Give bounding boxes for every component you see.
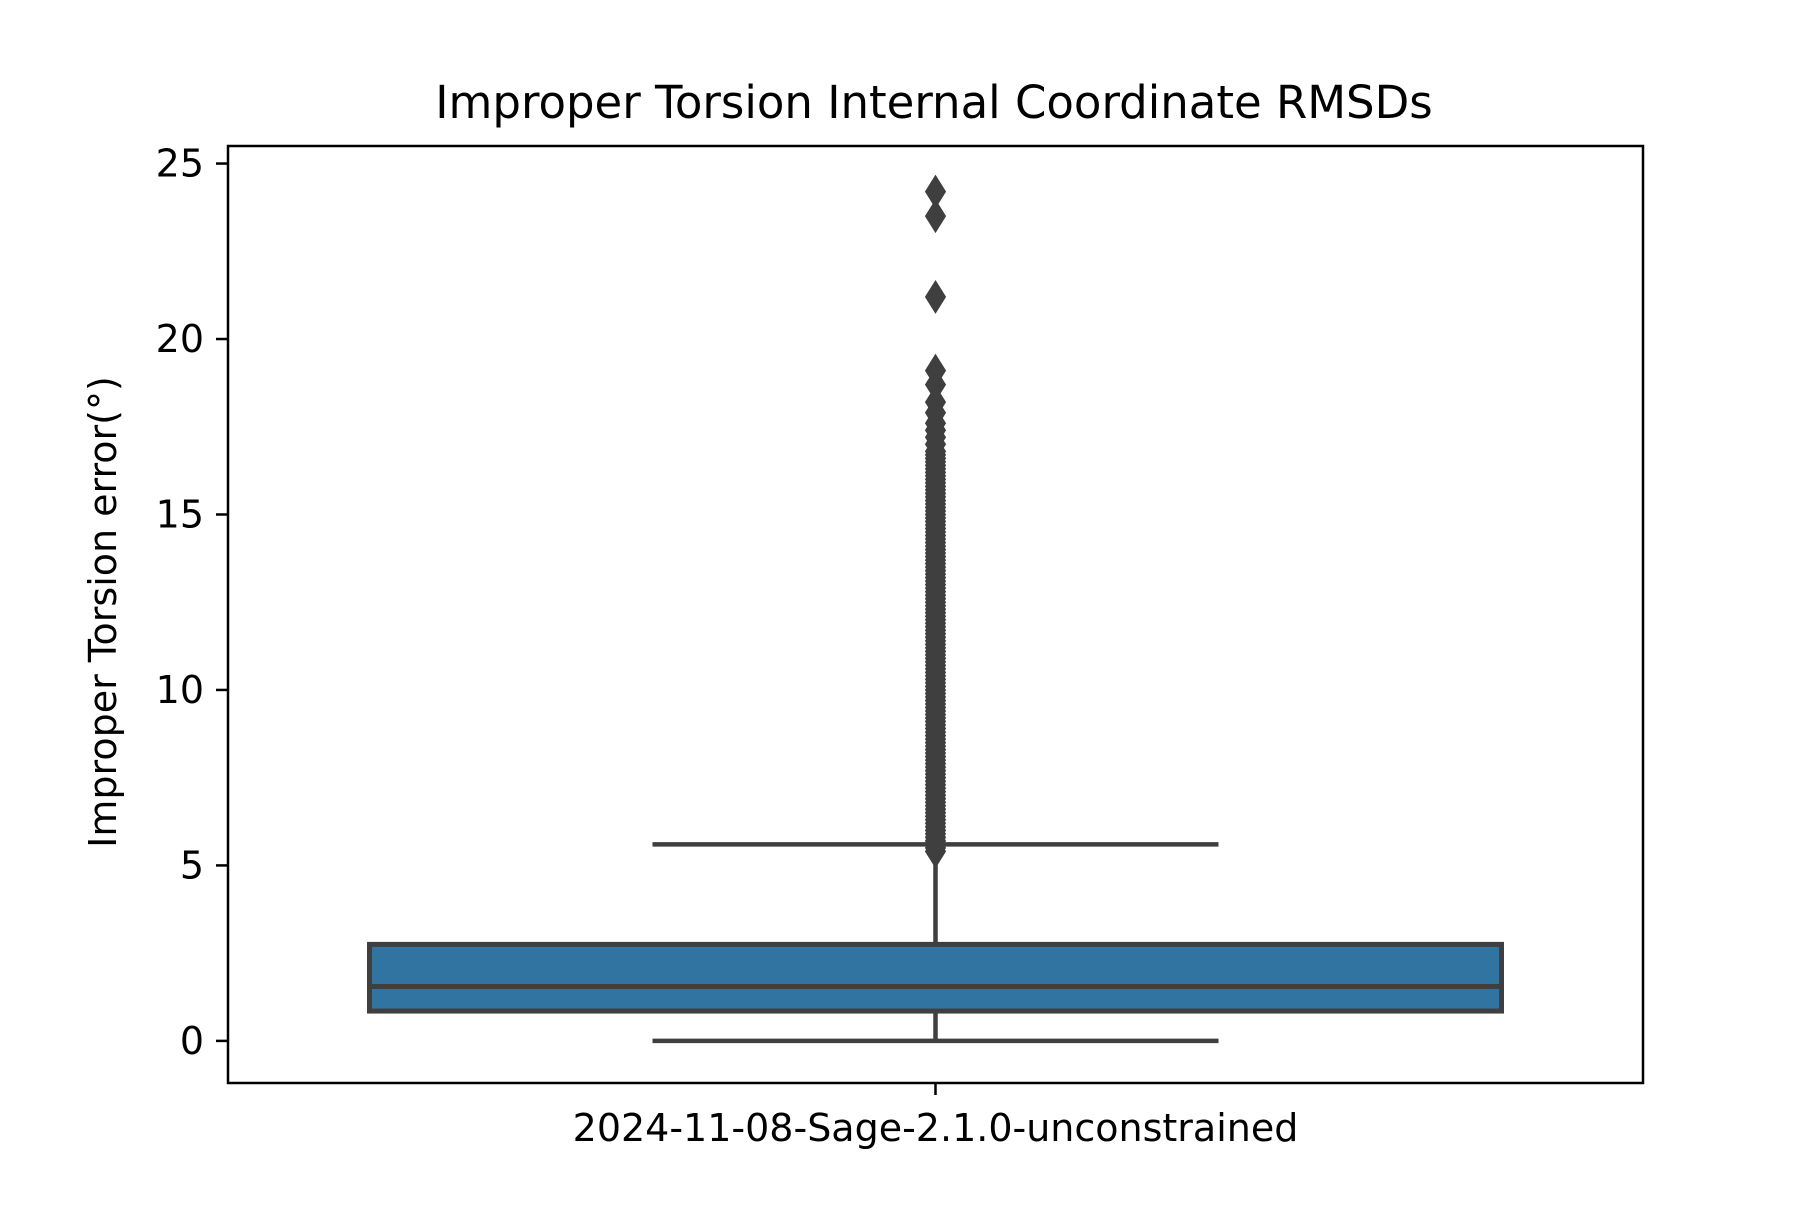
y-tick-label: 20 (156, 317, 204, 361)
x-axis-ticks: 2024-11-08-Sage-2.1.0-unconstrained (573, 1083, 1299, 1150)
box-group (367, 174, 1504, 1044)
x-tick-label: 2024-11-08-Sage-2.1.0-unconstrained (573, 1106, 1299, 1150)
y-axis-ticks: 0 5 10 15 20 25 (156, 142, 228, 1063)
outlier-point (924, 199, 947, 234)
y-tick-label: 25 (156, 142, 204, 186)
outlier-point (924, 279, 947, 314)
chart-title: Improper Torsion Internal Coordinate RMS… (435, 76, 1432, 129)
plot-area (367, 174, 1504, 1044)
y-tick-label: 0 (180, 1019, 204, 1063)
y-tick-label: 10 (156, 668, 204, 712)
y-axis-label: Improper Torsion error(°) (81, 376, 125, 848)
y-tick-label: 15 (156, 492, 204, 536)
box-iqr (367, 941, 1504, 1014)
outlier-point (924, 385, 947, 420)
y-tick-label: 5 (180, 843, 204, 887)
outlier-point (924, 353, 947, 388)
outlier-point (924, 174, 947, 209)
